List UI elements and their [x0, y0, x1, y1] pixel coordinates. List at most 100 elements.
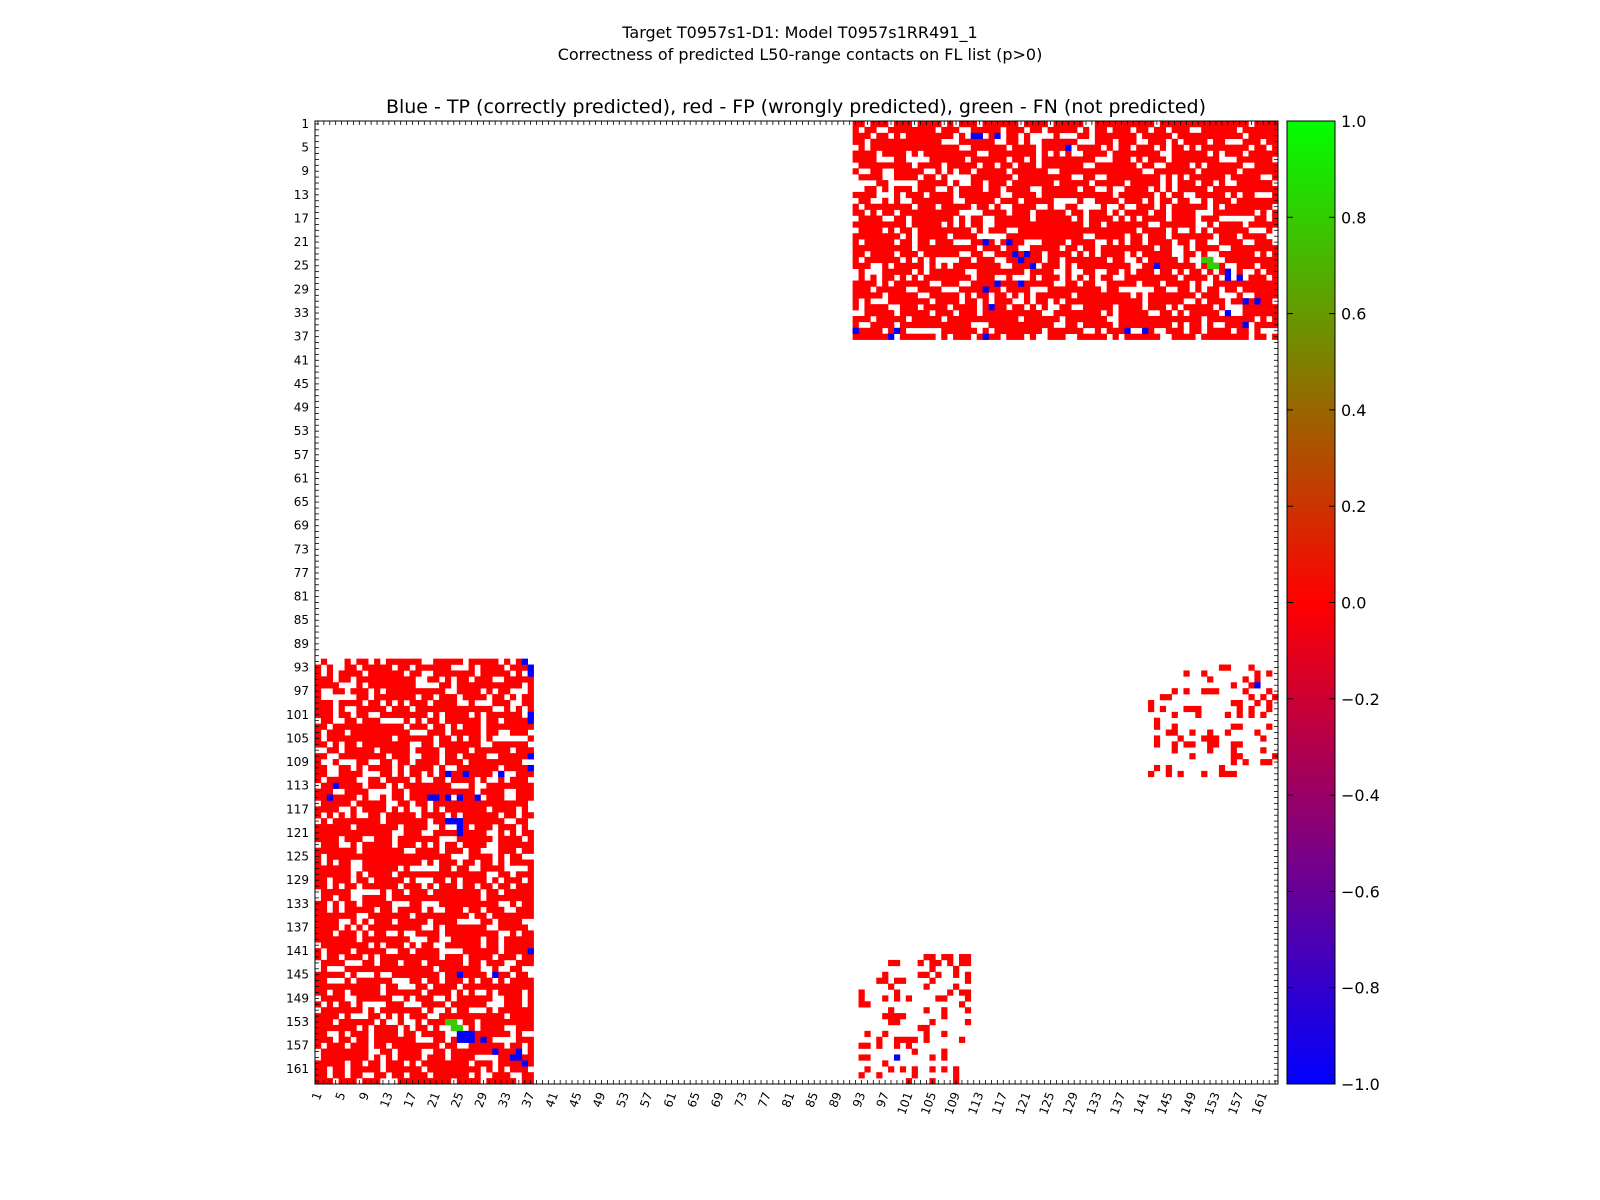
fp-cell — [1236, 292, 1243, 299]
fp-cell — [350, 918, 357, 925]
fp-cell — [338, 764, 351, 772]
y-tick-label: 77 — [294, 566, 309, 580]
fp-cell — [994, 221, 1084, 228]
fp-cell — [356, 877, 369, 884]
fp-cell — [1041, 191, 1113, 199]
fp-cell — [1094, 327, 1102, 334]
fp-cell — [379, 759, 393, 766]
fp-cell — [362, 865, 399, 872]
fn-cell — [1207, 262, 1214, 269]
fp-cell — [468, 658, 499, 665]
fp-cell — [362, 847, 404, 854]
x-tick-label: 81 — [779, 1090, 797, 1109]
fp-cell — [1065, 321, 1078, 329]
fp-cell — [456, 764, 499, 772]
fp-cell — [947, 221, 954, 228]
fp-cell — [917, 239, 930, 246]
fp-cell — [433, 924, 440, 931]
y-tick-label: 73 — [294, 542, 309, 556]
fp-cell — [486, 1036, 493, 1043]
fp-cell — [462, 877, 487, 884]
fp-cell — [374, 1030, 399, 1038]
fp-cell — [1106, 280, 1137, 287]
fp-cell — [403, 1024, 410, 1032]
fp-cell — [1230, 741, 1243, 748]
fp-cell — [899, 333, 936, 340]
fp-cell — [1148, 705, 1155, 713]
fp-cell — [1207, 327, 1232, 334]
x-tick-label: 65 — [685, 1090, 703, 1109]
fp-cell — [385, 1066, 422, 1073]
fp-cell — [1012, 156, 1025, 163]
y-tick-label: 49 — [294, 401, 309, 415]
fp-cell — [444, 995, 452, 1002]
fp-cell — [415, 759, 440, 766]
fp-cell — [509, 829, 517, 837]
fp-cell — [852, 321, 859, 329]
y-tick-label: 17 — [294, 211, 309, 225]
fp-cell — [876, 132, 889, 140]
fp-cell — [1083, 185, 1096, 193]
fp-cell — [929, 965, 936, 973]
fp-cell — [1248, 221, 1279, 228]
fp-cell — [1106, 144, 1113, 151]
fp-cell — [1195, 286, 1202, 293]
y-tick-label: 145 — [286, 968, 309, 982]
fp-cell — [941, 327, 977, 334]
tp-cell — [982, 239, 989, 246]
fp-cell — [504, 936, 534, 943]
fp-cell — [498, 1060, 534, 1067]
x-tick-label: 45 — [566, 1090, 584, 1109]
x-tick-label: 129 — [1060, 1090, 1081, 1116]
fp-cell — [515, 959, 534, 967]
fp-cell — [427, 717, 440, 724]
x-tick-label: 49 — [590, 1090, 608, 1109]
fp-cell — [504, 658, 511, 665]
fp-cell — [1230, 723, 1243, 730]
fp-cell — [344, 658, 351, 665]
fp-cell — [468, 1024, 475, 1032]
colorbar-tick-label: 1.0 — [1341, 112, 1366, 131]
fp-cell — [433, 658, 463, 665]
fp-cell — [882, 971, 889, 978]
fp-cell — [982, 162, 995, 169]
fp-cell — [515, 906, 534, 913]
fp-cell — [315, 847, 357, 854]
fp-cell — [320, 959, 345, 967]
fp-cell — [1118, 203, 1125, 210]
fp-cell — [421, 694, 434, 701]
heatmap-cells — [315, 121, 1279, 1085]
fp-cell — [397, 918, 428, 925]
tp-cell — [1065, 144, 1072, 151]
x-tick-label: 125 — [1036, 1090, 1057, 1116]
fp-cell — [923, 954, 936, 961]
fp-cell — [509, 1042, 523, 1049]
fp-cell — [480, 1024, 505, 1032]
tp-cell — [521, 658, 528, 665]
fp-cell — [427, 989, 452, 996]
fp-cell — [1189, 227, 1196, 234]
fp-cell — [315, 883, 328, 890]
fp-cell — [486, 959, 505, 967]
fp-cell — [498, 871, 511, 878]
fp-cell — [1224, 256, 1279, 264]
fp-cell — [427, 883, 434, 890]
fp-cell — [368, 699, 381, 707]
fp-cell — [1059, 304, 1072, 311]
fp-cell — [385, 699, 393, 707]
fp-cell — [492, 965, 499, 973]
tp-cell — [1224, 310, 1232, 317]
y-tick-label: 57 — [294, 448, 309, 462]
fp-cell — [864, 310, 895, 317]
fp-cell — [1065, 280, 1078, 287]
tp-cell — [456, 971, 463, 978]
fp-cell — [338, 1001, 351, 1008]
fp-cell — [929, 1019, 936, 1026]
fp-cell — [527, 865, 534, 872]
fp-cell — [899, 274, 907, 281]
x-tick-label: 29 — [472, 1090, 490, 1109]
fp-cell — [1266, 138, 1279, 145]
fp-cell — [338, 812, 345, 819]
fp-cell — [421, 841, 428, 848]
fp-cell — [893, 977, 907, 984]
